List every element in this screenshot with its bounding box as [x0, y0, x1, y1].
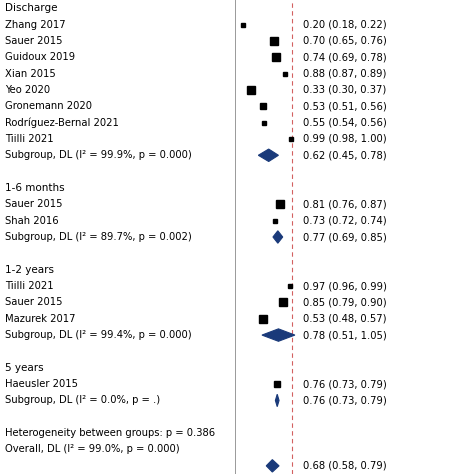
Text: 0.97 (0.96, 0.99): 0.97 (0.96, 0.99)	[303, 281, 387, 291]
Text: 0.77 (0.69, 0.85): 0.77 (0.69, 0.85)	[303, 232, 387, 242]
Text: 0.62 (0.45, 0.78): 0.62 (0.45, 0.78)	[303, 150, 387, 160]
Text: 0.20 (0.18, 0.22): 0.20 (0.18, 0.22)	[303, 19, 387, 29]
Text: 0.53 (0.48, 0.57): 0.53 (0.48, 0.57)	[303, 314, 387, 324]
Text: Mazurek 2017: Mazurek 2017	[5, 314, 75, 324]
Polygon shape	[262, 329, 295, 341]
Polygon shape	[275, 394, 279, 407]
Text: Discharge: Discharge	[5, 3, 57, 13]
Text: Sauer 2015: Sauer 2015	[5, 297, 62, 307]
Text: Subgroup, DL (I² = 99.4%, p = 0.000): Subgroup, DL (I² = 99.4%, p = 0.000)	[5, 330, 191, 340]
Text: 0.76 (0.73, 0.79): 0.76 (0.73, 0.79)	[303, 395, 387, 405]
Text: 1-2 years: 1-2 years	[5, 264, 54, 275]
Text: Gronemann 2020: Gronemann 2020	[5, 101, 92, 111]
Text: Sauer 2015: Sauer 2015	[5, 36, 62, 46]
Polygon shape	[258, 149, 278, 162]
Text: 1-6 months: 1-6 months	[5, 183, 64, 193]
Text: Subgroup, DL (I² = 89.7%, p = 0.002): Subgroup, DL (I² = 89.7%, p = 0.002)	[5, 232, 191, 242]
Text: 0.99 (0.98, 1.00): 0.99 (0.98, 1.00)	[303, 134, 387, 144]
Text: Sauer 2015: Sauer 2015	[5, 199, 62, 210]
Text: Shah 2016: Shah 2016	[5, 216, 58, 226]
Text: Subgroup, DL (I² = 99.9%, p = 0.000): Subgroup, DL (I² = 99.9%, p = 0.000)	[5, 150, 191, 160]
Text: 0.73 (0.72, 0.74): 0.73 (0.72, 0.74)	[303, 216, 387, 226]
Text: Yeo 2020: Yeo 2020	[5, 85, 50, 95]
Polygon shape	[273, 231, 283, 243]
Polygon shape	[266, 460, 279, 472]
Text: 0.81 (0.76, 0.87): 0.81 (0.76, 0.87)	[303, 199, 387, 210]
Text: Heterogeneity between groups: p = 0.386: Heterogeneity between groups: p = 0.386	[5, 428, 215, 438]
Text: Subgroup, DL (I² = 0.0%, p = .): Subgroup, DL (I² = 0.0%, p = .)	[5, 395, 160, 405]
Text: 0.76 (0.73, 0.79): 0.76 (0.73, 0.79)	[303, 379, 387, 389]
Text: 0.68 (0.58, 0.79): 0.68 (0.58, 0.79)	[303, 461, 387, 471]
Text: 5 years: 5 years	[5, 363, 43, 373]
Text: 0.53 (0.51, 0.56): 0.53 (0.51, 0.56)	[303, 101, 387, 111]
Text: 0.78 (0.51, 1.05): 0.78 (0.51, 1.05)	[303, 330, 387, 340]
Text: Overall, DL (I² = 99.0%, p = 0.000): Overall, DL (I² = 99.0%, p = 0.000)	[5, 445, 179, 455]
Text: Tiilli 2021: Tiilli 2021	[5, 281, 54, 291]
Text: 0.85 (0.79, 0.90): 0.85 (0.79, 0.90)	[303, 297, 387, 307]
Text: 0.33 (0.30, 0.37): 0.33 (0.30, 0.37)	[303, 85, 387, 95]
Text: 0.55 (0.54, 0.56): 0.55 (0.54, 0.56)	[303, 118, 387, 128]
Text: 0.88 (0.87, 0.89): 0.88 (0.87, 0.89)	[303, 69, 387, 79]
Text: Tiilli 2021: Tiilli 2021	[5, 134, 54, 144]
Text: Guidoux 2019: Guidoux 2019	[5, 52, 75, 62]
Text: Haeusler 2015: Haeusler 2015	[5, 379, 78, 389]
Text: Xian 2015: Xian 2015	[5, 69, 55, 79]
Text: Zhang 2017: Zhang 2017	[5, 19, 65, 29]
Text: 0.74 (0.69, 0.78): 0.74 (0.69, 0.78)	[303, 52, 387, 62]
Text: Rodríguez-Bernal 2021: Rodríguez-Bernal 2021	[5, 118, 118, 128]
Text: 0.70 (0.65, 0.76): 0.70 (0.65, 0.76)	[303, 36, 387, 46]
